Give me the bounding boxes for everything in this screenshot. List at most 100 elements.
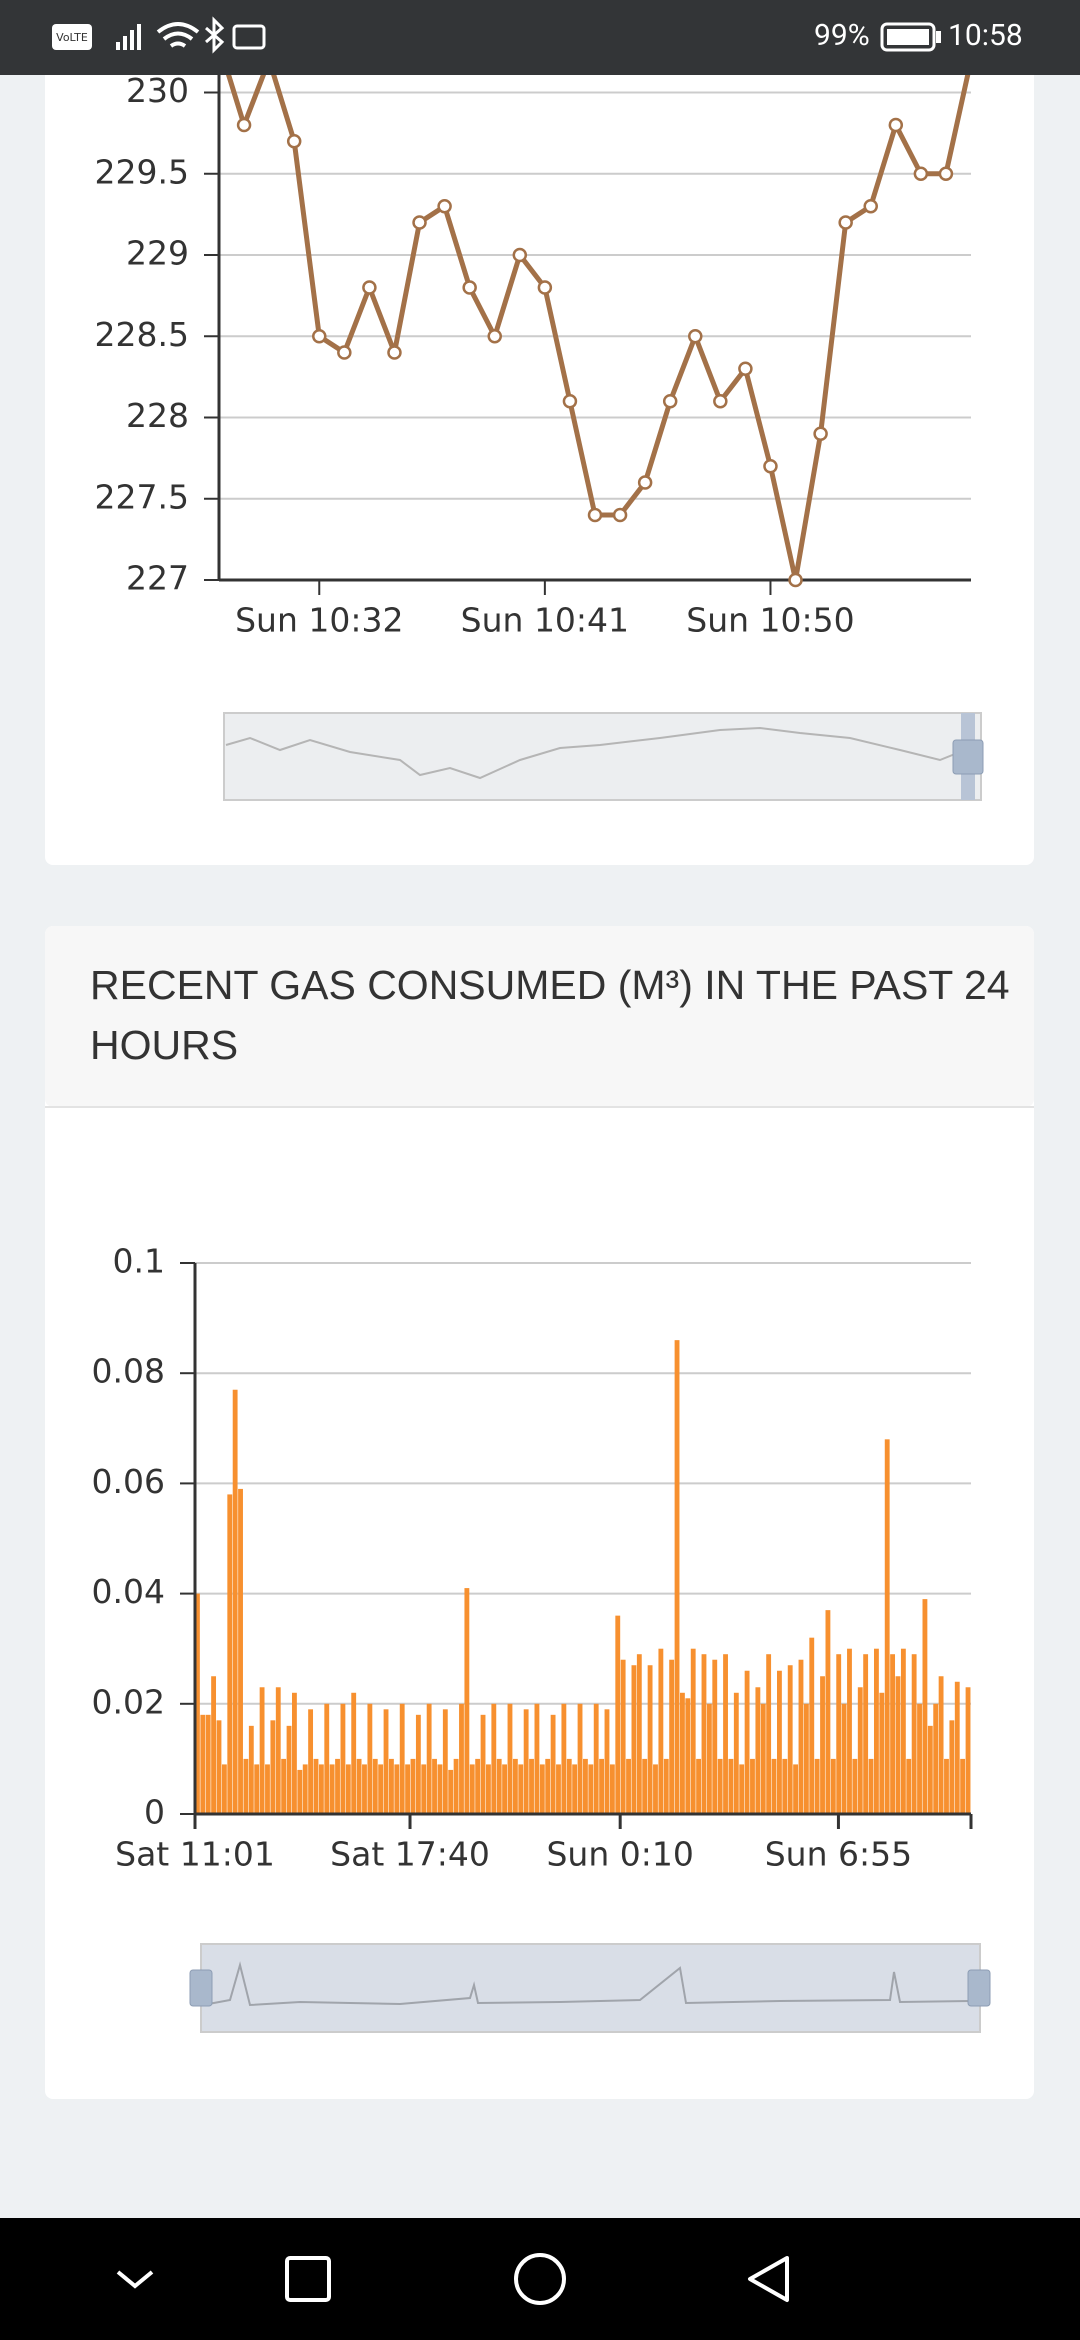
- bar: [545, 1758, 551, 1814]
- signal-icon: [137, 24, 141, 50]
- signal-icon: [123, 36, 127, 50]
- bar: [965, 1687, 971, 1814]
- bar: [254, 1764, 260, 1814]
- data-point: [462, 280, 477, 295]
- data-point: [888, 117, 904, 133]
- bar: [927, 1725, 933, 1814]
- bar: [658, 1648, 664, 1814]
- battery-level: 99%: [814, 18, 870, 53]
- status-bar: VoLTE 99% 10:58: [0, 0, 1080, 75]
- bar: [949, 1720, 955, 1814]
- x-tick-label: Sun 10:50: [686, 601, 854, 640]
- nav-back[interactable]: [748, 2256, 789, 2302]
- bar: [313, 1758, 319, 1814]
- bar: [674, 1340, 680, 1814]
- bar: [766, 1654, 772, 1814]
- bar: [491, 1703, 497, 1814]
- data-point: [312, 329, 327, 344]
- bar: [512, 1758, 518, 1814]
- bar: [518, 1764, 524, 1814]
- bar: [663, 1758, 669, 1814]
- data-point: [763, 459, 778, 474]
- bar: [415, 1714, 421, 1814]
- navigator[interactable]: [200, 1943, 981, 2033]
- navigator[interactable]: [223, 712, 982, 801]
- bar: [879, 1692, 885, 1814]
- bar: [609, 1764, 615, 1814]
- bar: [626, 1758, 631, 1814]
- data-point: [838, 215, 853, 230]
- bar: [723, 1654, 728, 1814]
- bar: [793, 1764, 799, 1814]
- bar: [771, 1758, 777, 1814]
- bar: [820, 1676, 825, 1814]
- bar: [442, 1709, 448, 1814]
- bar: [863, 1654, 869, 1814]
- bar: [760, 1703, 766, 1814]
- bar: [733, 1692, 739, 1814]
- bar: [200, 1714, 206, 1814]
- bar: [787, 1665, 793, 1814]
- bar: [798, 1659, 804, 1814]
- data-point: [387, 345, 402, 360]
- bar: [696, 1758, 702, 1814]
- signal-icon: [130, 30, 134, 50]
- nfc-icon: [232, 24, 266, 50]
- navigator-handle[interactable]: [189, 1969, 213, 2007]
- bar: [318, 1764, 324, 1814]
- navigator-series: [225, 726, 976, 780]
- signal-icon: [116, 42, 120, 50]
- volte-icon: [52, 24, 92, 50]
- bar: [852, 1758, 858, 1814]
- x-tick-label: Sun 10:41: [461, 601, 629, 640]
- bar: [744, 1670, 750, 1814]
- bar: [566, 1758, 572, 1814]
- y-tick-label: 230: [126, 71, 189, 110]
- bar: [647, 1665, 653, 1814]
- nav-collapse[interactable]: [116, 2270, 154, 2289]
- nav-home[interactable]: [514, 2253, 566, 2305]
- x-tick-label: Sat 11:01: [115, 1835, 275, 1874]
- navigator-series: [202, 1961, 971, 2007]
- y-tick-label: 0.02: [92, 1682, 165, 1721]
- bar: [857, 1687, 863, 1814]
- bar: [405, 1764, 411, 1814]
- bar: [814, 1758, 820, 1814]
- data-point: [362, 280, 377, 295]
- bar: [809, 1637, 815, 1814]
- bar: [588, 1764, 594, 1814]
- data-point: [662, 394, 678, 409]
- bar: [830, 1758, 836, 1814]
- x-tick-label: Sun 6:55: [765, 1835, 912, 1874]
- bar: [345, 1764, 351, 1814]
- bar: [475, 1758, 481, 1814]
- bar: [669, 1659, 675, 1814]
- data-point: [938, 166, 954, 181]
- bar: [599, 1758, 605, 1814]
- x-tick-label: Sun 10:32: [235, 601, 403, 640]
- bar: [868, 1758, 874, 1814]
- y-tick-label: 0.06: [92, 1462, 165, 1501]
- data-point: [537, 280, 553, 295]
- bar: [890, 1654, 896, 1814]
- bar: [706, 1703, 712, 1814]
- navigator-handle[interactable]: [967, 1969, 991, 2007]
- bar: [960, 1758, 966, 1814]
- data-point: [587, 507, 603, 523]
- nav-recents[interactable]: [285, 2256, 331, 2302]
- bar: [308, 1709, 314, 1814]
- y-tick-label: 0: [144, 1793, 165, 1832]
- bar: [690, 1648, 696, 1814]
- data-point: [713, 394, 728, 409]
- data-point: [337, 345, 352, 360]
- bar: [480, 1714, 486, 1814]
- bar: [615, 1615, 621, 1814]
- bluetooth-icon: [205, 16, 225, 54]
- bar: [712, 1659, 718, 1814]
- clock: 10:58: [948, 18, 1023, 53]
- data-point: [813, 426, 828, 441]
- bar: [620, 1659, 626, 1814]
- bar: [211, 1676, 217, 1814]
- navigator-handle[interactable]: [952, 739, 984, 775]
